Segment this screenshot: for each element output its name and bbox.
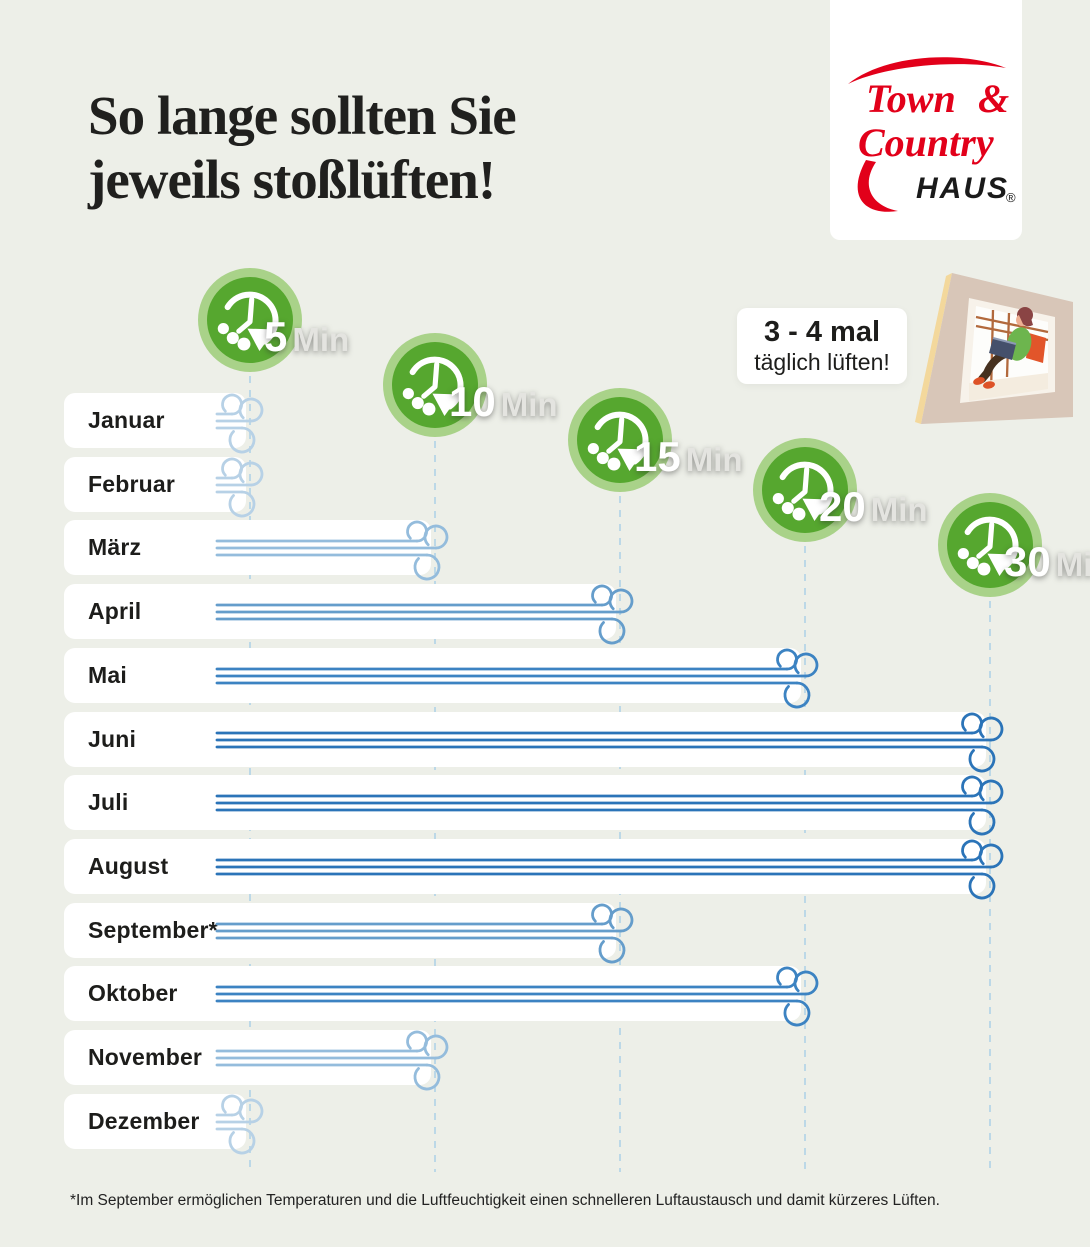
month-label: August bbox=[88, 853, 169, 879]
wall-edge bbox=[915, 273, 952, 424]
duration-value: 10 bbox=[449, 378, 496, 425]
duration-badge-15min bbox=[568, 388, 672, 492]
duration-badge-10min bbox=[383, 333, 487, 437]
duration-value: 30 bbox=[1004, 538, 1051, 585]
time-gridline-15min bbox=[619, 496, 621, 1172]
duration-label: 20 Min bbox=[819, 486, 928, 528]
month-row: Februar bbox=[64, 457, 246, 512]
logo-ampersand: & bbox=[978, 76, 1009, 121]
month-label: Juni bbox=[88, 726, 137, 752]
person-shoe-2 bbox=[983, 381, 995, 389]
info-box-frequency: 3 - 4 mal bbox=[763, 316, 881, 349]
duration-badge-5min bbox=[198, 268, 302, 372]
month-label: Mai bbox=[88, 662, 127, 688]
logo-town: Town bbox=[866, 76, 956, 121]
month-row: Dezember bbox=[64, 1094, 246, 1149]
logo-registered-mark: ® bbox=[1006, 190, 1016, 205]
time-gridline-5min bbox=[249, 376, 251, 1172]
footnote: *Im September ermöglichen Temperaturen u… bbox=[70, 1192, 940, 1209]
month-row: September* bbox=[64, 903, 616, 958]
brand-logo: Town & Country HAUS ® bbox=[830, 0, 1022, 240]
month-row: Juli bbox=[64, 775, 986, 830]
person-hair-front bbox=[1018, 311, 1033, 327]
month-label: November bbox=[88, 1044, 203, 1070]
month-row: Oktober bbox=[64, 966, 801, 1021]
laptop-edge bbox=[992, 337, 1017, 345]
duration-unit: Min bbox=[500, 386, 558, 423]
clock-icon bbox=[207, 277, 293, 363]
info-box-text: täglich lüften! bbox=[754, 349, 890, 376]
clock-icon bbox=[762, 447, 848, 533]
month-label: Oktober bbox=[88, 980, 178, 1006]
title-line-1: So lange sollten Sie bbox=[88, 85, 517, 146]
month-label: April bbox=[88, 598, 142, 624]
month-row: August bbox=[64, 839, 986, 894]
month-label: Juli bbox=[88, 789, 129, 815]
month-row: April bbox=[64, 584, 616, 639]
duration-value: 5 bbox=[264, 313, 288, 360]
month-label: März bbox=[88, 534, 142, 560]
person-illustration bbox=[973, 307, 1046, 389]
duration-unit: Min bbox=[1055, 546, 1090, 583]
window-sill bbox=[969, 373, 1048, 401]
duration-label: 15 Min bbox=[634, 436, 743, 478]
laptop bbox=[989, 338, 1016, 360]
person-shoe-1 bbox=[973, 377, 985, 385]
logo-swash-tail bbox=[857, 160, 898, 212]
duration-unit: Min bbox=[292, 321, 350, 358]
duration-unit: Min bbox=[870, 491, 928, 528]
month-row: Januar bbox=[64, 393, 246, 448]
month-row: Juni bbox=[64, 712, 986, 767]
clock-icon bbox=[947, 502, 1033, 588]
duration-value: 20 bbox=[819, 483, 866, 530]
duration-label: 10 Min bbox=[449, 381, 558, 423]
duration-value: 15 bbox=[634, 433, 681, 480]
title-line-2: jeweils stoßlüften! bbox=[88, 149, 496, 211]
town-country-logo: Town & Country HAUS ® bbox=[848, 57, 1016, 212]
month-label: Dezember bbox=[88, 1108, 200, 1134]
clock-icon bbox=[577, 397, 663, 483]
logo-country: Country bbox=[858, 120, 994, 165]
time-gridline-30min bbox=[989, 601, 991, 1172]
logo-haus: HAUS bbox=[916, 172, 1009, 205]
duration-badge-30min bbox=[938, 493, 1042, 597]
duration-label: 5 Min bbox=[264, 316, 349, 358]
page-title: So lange sollten Sie jeweils stoßlüften! bbox=[88, 84, 517, 213]
month-label: Januar bbox=[88, 407, 165, 433]
month-label: Februar bbox=[88, 471, 176, 497]
clock-icon bbox=[392, 342, 478, 428]
duration-badge-20min bbox=[753, 438, 857, 542]
logo-swash-top bbox=[848, 57, 1006, 84]
window-illustration bbox=[903, 265, 1075, 438]
info-box: 3 - 4 mal täglich lüften! bbox=[737, 308, 907, 384]
month-row: März bbox=[64, 520, 431, 575]
month-row: Mai bbox=[64, 648, 801, 703]
duration-label: 30Min bbox=[1004, 541, 1090, 583]
duration-unit: Min bbox=[685, 441, 743, 478]
month-row: November bbox=[64, 1030, 431, 1085]
month-label: September* bbox=[88, 917, 218, 943]
